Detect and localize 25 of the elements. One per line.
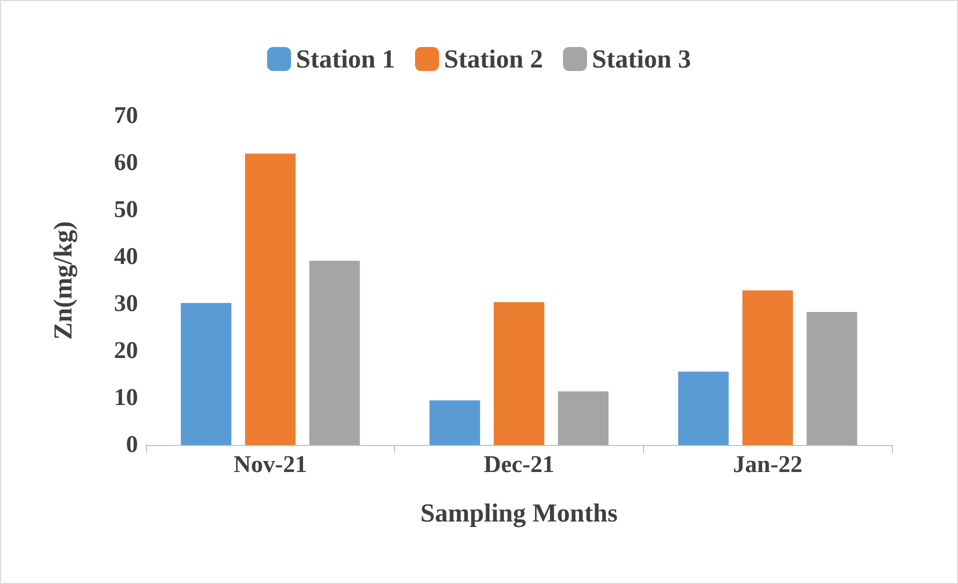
bar — [558, 391, 609, 445]
y-tick-label: 30 — [114, 291, 138, 317]
y-tick-label: 0 — [126, 432, 138, 458]
y-tick-label: 10 — [114, 385, 138, 411]
x-tick-label: Nov-21 — [234, 452, 307, 478]
x-axis-title: Sampling Months — [420, 498, 618, 528]
bar — [309, 260, 360, 445]
bar — [806, 312, 858, 445]
bar — [245, 154, 296, 445]
y-tick-label: 20 — [114, 338, 138, 364]
legend-label: Station 2 — [444, 44, 543, 74]
bar — [429, 400, 480, 445]
x-tick-label: Dec-21 — [484, 452, 554, 478]
legend-label: Station 1 — [296, 44, 396, 74]
bar — [494, 302, 544, 445]
legend-label: Station 3 — [592, 44, 691, 74]
bar — [180, 303, 232, 445]
bar — [742, 290, 793, 445]
bar — [678, 372, 729, 445]
y-tick-label: 50 — [114, 197, 138, 223]
x-tick-label: Jan-22 — [732, 452, 802, 478]
y-tick-label: 60 — [114, 150, 138, 176]
y-tick-label: 40 — [114, 244, 138, 270]
y-tick-label: 70 — [114, 103, 138, 129]
y-axis-title: Zn(mg/kg) — [48, 221, 78, 340]
